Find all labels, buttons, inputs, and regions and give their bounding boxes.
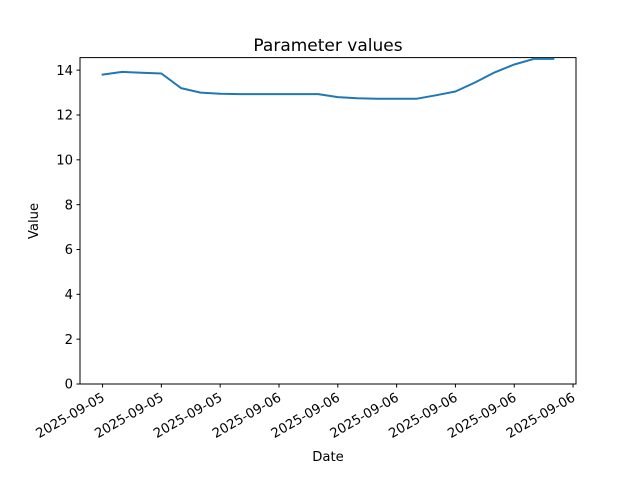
y-tick-label: 4	[65, 288, 73, 303]
plot-generated-group: 024681012142025-09-052025-09-052025-09-0…	[34, 57, 578, 442]
y-axis-label: Value	[27, 203, 42, 239]
y-tick-label: 6	[65, 243, 73, 258]
chart-title: Parameter values	[253, 36, 402, 56]
y-tick-label: 0	[65, 378, 73, 393]
y-tick-label: 14	[56, 64, 73, 79]
y-tick-label: 2	[65, 333, 73, 348]
x-axis-label: Date	[312, 450, 344, 465]
y-tick-label: 8	[65, 198, 73, 213]
y-tick-label: 10	[56, 153, 73, 168]
plot-border	[79, 57, 577, 385]
data-line	[101, 57, 555, 100]
y-tick-label: 12	[56, 109, 73, 124]
